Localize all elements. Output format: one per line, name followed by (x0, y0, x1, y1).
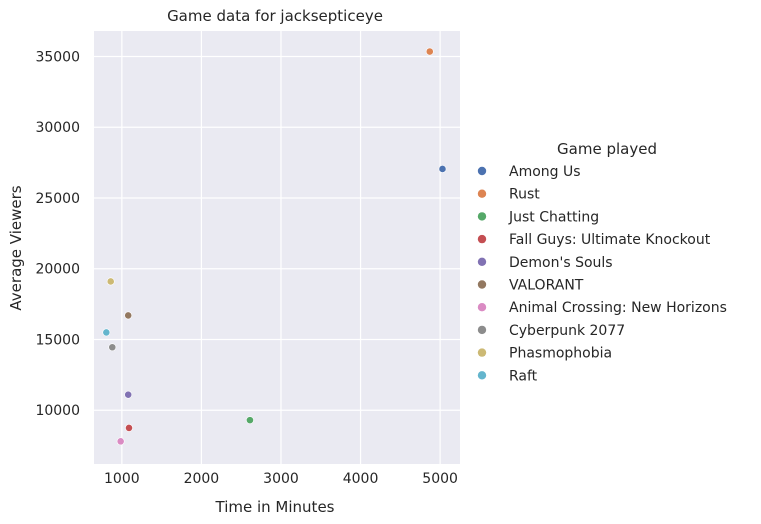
data-point (425, 47, 434, 56)
x-tick-label: 1000 (104, 471, 140, 487)
legend-marker (477, 348, 487, 357)
legend-entry: Phasmophobia (509, 346, 612, 362)
legend-marker (477, 280, 487, 289)
legend-marker (477, 212, 487, 221)
legend-marker (477, 189, 487, 198)
data-point (125, 424, 133, 432)
y-tick-label: 20000 (35, 262, 80, 278)
legend-entry: Fall Guys: Ultimate Knockout (509, 232, 711, 248)
legend-entry: Among Us (509, 164, 581, 180)
x-tick-label: 5000 (422, 471, 458, 487)
data-point (124, 311, 133, 320)
x-tick-labels: 1000 2000 3000 4000 5000 (104, 471, 458, 487)
y-tick-label: 10000 (35, 403, 80, 419)
x-tick-label: 2000 (184, 471, 220, 487)
y-tick-label: 15000 (35, 332, 80, 348)
chart-title: Game data for jacksepticeye (167, 7, 383, 25)
data-point (246, 416, 254, 425)
legend-marker (477, 325, 487, 335)
grid (94, 31, 460, 464)
data-point (108, 343, 117, 352)
legend-entry: Demon's Souls (509, 255, 613, 271)
data-point (102, 328, 111, 337)
legend-entry: Animal Crossing: New Horizons (509, 300, 727, 316)
legend-entry: Cyberpunk 2077 (509, 323, 625, 339)
legend-marker (477, 234, 487, 244)
legend-entry: VALORANT (509, 278, 584, 294)
y-tick-label: 30000 (35, 120, 80, 136)
y-tick-label: 25000 (35, 191, 80, 207)
plot-area (94, 31, 460, 464)
data-points (102, 47, 447, 446)
legend-entry: Rust (509, 187, 540, 203)
legend-marker (477, 371, 487, 380)
y-tick-labels: 10000 15000 20000 25000 30000 35000 (35, 49, 80, 419)
data-point (106, 277, 115, 286)
y-axis-title: Average Viewers (7, 185, 25, 310)
legend-marker (477, 166, 487, 176)
data-point (116, 437, 125, 446)
data-point (438, 165, 447, 173)
legend: Game played Among Us Rust Just Chatting Fal… (477, 140, 727, 384)
x-tick-label: 3000 (263, 471, 299, 487)
legend-entry: Raft (509, 368, 538, 384)
data-point (124, 390, 133, 399)
x-axis-title: Time in Minutes (215, 498, 335, 516)
legend-entry: Just Chatting (508, 209, 599, 225)
legend-marker (477, 303, 487, 312)
legend-marker (477, 257, 487, 266)
y-tick-label: 35000 (35, 49, 80, 65)
x-tick-label: 4000 (343, 471, 379, 487)
legend-title: Game played (557, 140, 657, 158)
